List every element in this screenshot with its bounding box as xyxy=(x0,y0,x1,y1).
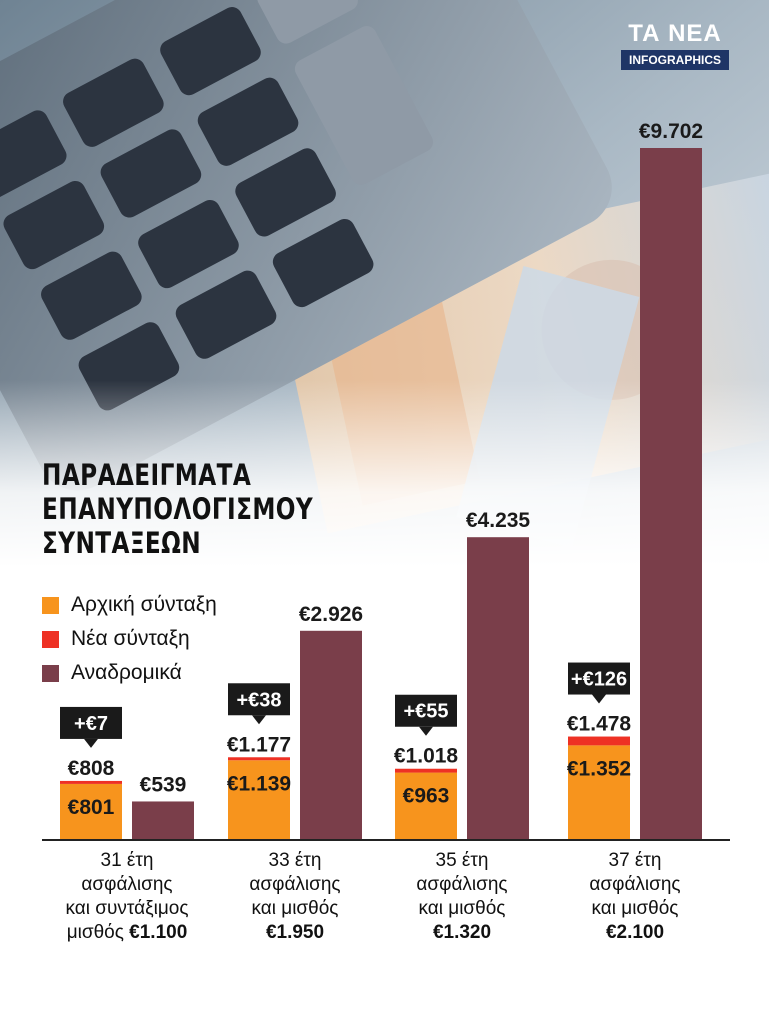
bar-arrears xyxy=(467,537,529,840)
bar-arrears xyxy=(300,630,362,840)
category-label-line: ασφάλισης xyxy=(589,874,680,895)
category-label-line: 37 έτη xyxy=(609,850,662,871)
category-label-line: και μισθός xyxy=(592,898,679,919)
bar-new-pension-increment xyxy=(568,736,630,746)
initial-pension-label: €1.352 xyxy=(567,757,631,780)
arrears-label: €4.235 xyxy=(466,509,531,532)
legend-swatch-arrears xyxy=(42,664,59,682)
increase-callout xyxy=(60,706,122,739)
legend-item-arrears: Αναδρομικά xyxy=(42,656,217,690)
brand-logo: ΤΑ ΝΕΑ INFOGRAPHICS xyxy=(620,20,729,70)
initial-pension-label: €963 xyxy=(403,785,450,808)
bar-new-pension-increment xyxy=(395,768,457,773)
legend-item-initial: Αρχική σύνταξη xyxy=(42,588,217,622)
increase-callout xyxy=(395,694,457,727)
bar-new-pension-increment xyxy=(60,780,122,784)
legend: Αρχική σύνταξη Νέα σύνταξη Αναδρομικά xyxy=(42,588,217,690)
new-pension-label: €1.478 xyxy=(567,713,632,736)
category-label-salary: €1.100 xyxy=(129,922,187,943)
legend-swatch-initial xyxy=(42,596,59,614)
bar-arrears xyxy=(640,148,702,840)
bar-initial-pension xyxy=(395,772,457,840)
arrears-label: €9.702 xyxy=(639,120,703,143)
category-label-line: μισθός €1.100 xyxy=(67,922,188,943)
increase-callout xyxy=(568,662,630,695)
bar-initial-pension xyxy=(60,783,122,840)
new-pension-label: €1.177 xyxy=(227,733,291,756)
category-label-salary: €2.100 xyxy=(606,922,664,943)
bar-new-pension-increment xyxy=(228,757,290,761)
category-label-line: ασφάλισης xyxy=(81,874,172,895)
category-label-salary: €1.320 xyxy=(433,922,491,943)
increase-callout-pointer xyxy=(419,726,433,736)
increase-label: +€55 xyxy=(403,701,448,723)
category-label-line: και συντάξιμος xyxy=(66,898,189,919)
bar-initial-pension xyxy=(228,760,290,840)
increase-label: +€7 xyxy=(74,713,108,735)
category-label-salary: €1.950 xyxy=(266,922,324,943)
increase-callout-pointer xyxy=(592,694,606,704)
arrears-label: €539 xyxy=(140,773,187,796)
legend-swatch-new xyxy=(42,630,59,648)
title-line-2: ΕΠΑΝΥΠΟΛΟΓΙΣΜΟΥ xyxy=(42,492,314,526)
bar-initial-pension xyxy=(568,745,630,840)
new-pension-label: €808 xyxy=(68,757,115,780)
brand-name: ΤΑ ΝΕΑ xyxy=(628,20,722,47)
increase-callout-pointer xyxy=(84,738,98,748)
category-label-line: 35 έτη xyxy=(436,850,489,871)
title-line-1: ΠΑΡΑΔΕΙΓΜΑΤΑ xyxy=(42,458,252,492)
increase-callout xyxy=(228,683,290,716)
legend-label-initial: Αρχική σύνταξη xyxy=(71,593,217,616)
new-pension-label: €1.018 xyxy=(394,745,459,768)
legend-label-new: Νέα σύνταξη xyxy=(71,627,190,650)
bar-arrears xyxy=(132,801,194,840)
initial-pension-label: €801 xyxy=(68,796,115,819)
legend-item-new: Νέα σύνταξη xyxy=(42,622,217,656)
category-label-line: και μισθός xyxy=(252,898,339,919)
arrears-label: €2.926 xyxy=(299,603,363,626)
category-label-line: 31 έτη xyxy=(101,850,154,871)
category-label-plain: μισθός xyxy=(67,922,129,943)
category-label-line: και μισθός xyxy=(419,898,506,919)
increase-label: +€126 xyxy=(571,669,627,691)
legend-label-arrears: Αναδρομικά xyxy=(71,661,182,684)
increase-label: +€38 xyxy=(236,689,281,711)
increase-callout-pointer xyxy=(252,715,266,725)
brand-infographics-badge: INFOGRAPHICS xyxy=(620,50,729,70)
category-label-line: ασφάλισης xyxy=(249,874,340,895)
title-line-3: ΣΥΝΤΑΞΕΩΝ xyxy=(42,526,202,560)
chart-title: ΠΑΡΑΔΕΙΓΜΑΤΑ ΕΠΑΝΥΠΟΛΟΓΙΣΜΟΥ ΣΥΝΤΑΞΕΩΝ xyxy=(42,458,372,560)
initial-pension-label: €1.139 xyxy=(227,772,291,795)
category-label-line: ασφάλισης xyxy=(416,874,507,895)
category-label-line: 33 έτη xyxy=(269,850,322,871)
